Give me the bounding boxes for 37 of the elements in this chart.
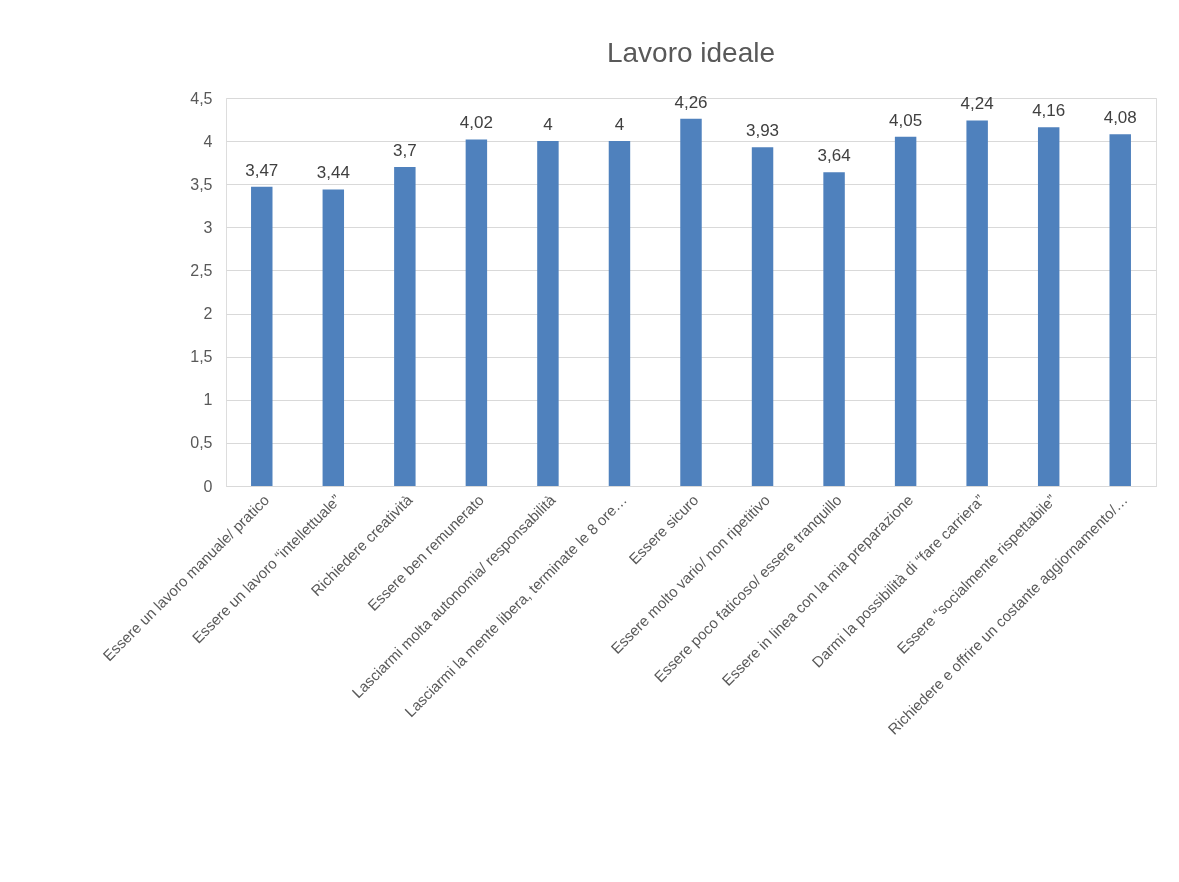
bar — [751, 147, 774, 486]
bar — [894, 136, 917, 486]
y-tick-label: 1 — [203, 391, 213, 409]
bar — [251, 186, 273, 486]
data-label: 3,47 — [245, 160, 279, 180]
y-tick-label: 3,5 — [190, 175, 213, 193]
y-tick-label: 1,5 — [190, 348, 213, 366]
data-label: 4,08 — [1103, 108, 1137, 128]
bar — [608, 141, 631, 486]
data-label: 3,93 — [745, 121, 780, 141]
data-label: 4,24 — [960, 94, 994, 114]
bar — [823, 172, 845, 486]
chart-title: Lavoro ideale — [606, 37, 776, 68]
y-tick-label: 4 — [203, 132, 213, 150]
data-label: 4 — [614, 115, 625, 135]
bar — [465, 139, 488, 486]
data-label: 4,05 — [889, 110, 923, 130]
y-tick-label: 2 — [203, 305, 213, 323]
data-label: 4,02 — [459, 113, 493, 133]
bar — [537, 141, 559, 486]
y-tick-label: 0,5 — [190, 434, 213, 452]
bar — [322, 189, 345, 486]
bar — [966, 120, 988, 486]
y-tick-label: 2,5 — [190, 261, 213, 279]
data-label: 4,16 — [1032, 101, 1066, 121]
y-tick-label: 3 — [203, 218, 213, 236]
bar — [680, 118, 702, 486]
y-tick-label: 0 — [203, 477, 213, 495]
bar — [1037, 127, 1060, 486]
bar — [394, 166, 416, 486]
y-tick-label: 4,5 — [190, 89, 213, 107]
data-label: 4 — [543, 115, 553, 135]
data-label: 3,44 — [316, 163, 350, 183]
bar — [1109, 134, 1131, 486]
data-label: 4,26 — [674, 92, 708, 112]
data-label: 3,7 — [393, 140, 417, 160]
data-label: 3,64 — [817, 146, 851, 166]
